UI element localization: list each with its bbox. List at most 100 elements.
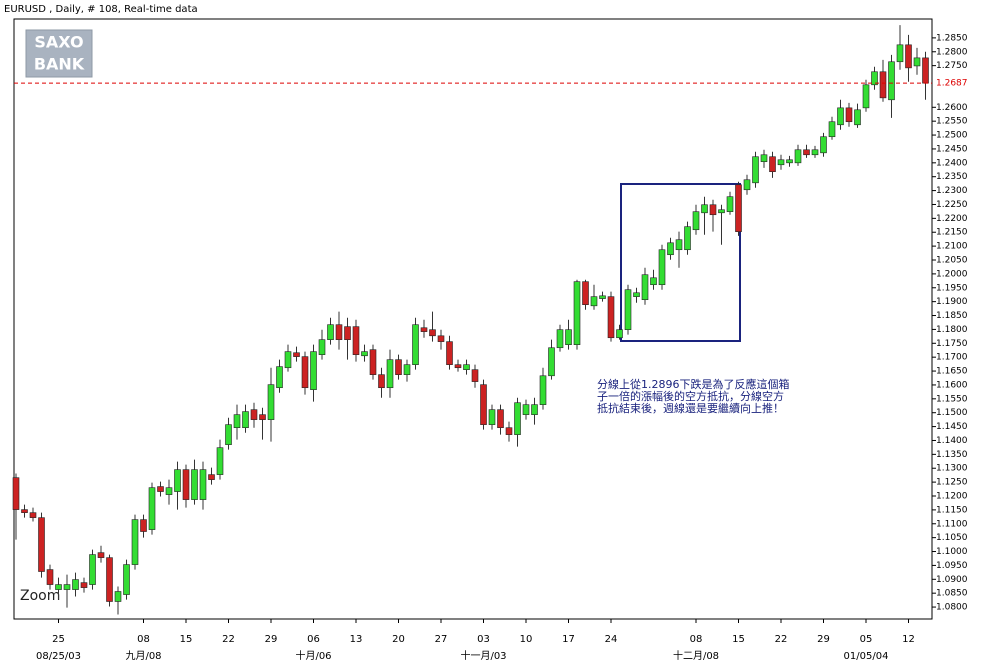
candle-body [888, 61, 895, 101]
y-tick-label: 1.1700 [936, 353, 968, 363]
candle-body [531, 404, 538, 415]
candle-body [429, 329, 436, 337]
y-tick-label: 1.2300 [936, 186, 968, 196]
y-tick-label: 1.2850 [936, 33, 968, 43]
candle-body [650, 277, 657, 286]
candle-body [114, 591, 122, 602]
candle-body [29, 512, 37, 518]
highlight-box [620, 183, 741, 342]
y-tick-label: 1.1150 [936, 505, 968, 515]
candle-body [378, 374, 385, 389]
candle-body [463, 364, 470, 370]
candle-body [760, 154, 768, 163]
candle-body [675, 239, 683, 251]
candle-body [573, 281, 581, 345]
y-tick-label: 1.2250 [936, 200, 968, 210]
candle-body [12, 477, 20, 510]
y-tick-label: 1.0800 [936, 603, 968, 613]
y-tick-label: 1.1200 [936, 492, 968, 502]
logo-box [25, 29, 93, 78]
candle-body [743, 179, 751, 191]
candle-body [820, 136, 827, 154]
candle-body [803, 149, 810, 156]
candle-body [191, 469, 198, 500]
annotation: 抵抗結束後，週線還是要繼續向上推！ [597, 401, 784, 415]
candle-body [174, 469, 181, 492]
y-tick-label: 1.2200 [936, 214, 968, 224]
y-tick-label: 1.1850 [936, 311, 968, 321]
candle-body [539, 375, 547, 405]
candle-body [556, 329, 564, 349]
y-tick-label: 1.1100 [936, 519, 968, 529]
annotation: 子一倍的漲幅後的空方抵抗，分線空方 [597, 389, 784, 403]
logo-text: SAXO [34, 33, 83, 52]
chart-title: EURUSD , Daily, # 108, Real-time data [4, 4, 198, 15]
candle-body [361, 351, 368, 357]
candle-body [684, 226, 691, 251]
candle-body [913, 57, 921, 67]
x-tick-label: 15 [732, 634, 745, 645]
logo-text: BANK [34, 55, 85, 74]
candle-body [250, 409, 258, 420]
candle-body [522, 404, 530, 415]
candle-body [89, 554, 96, 585]
candle-body [488, 409, 496, 425]
x-date-label: 01/05/04 [844, 651, 889, 662]
y-tick-label: 1.1750 [936, 339, 968, 349]
candle-body [106, 557, 113, 602]
candle-body [310, 351, 317, 390]
y-tick-label: 1.2600 [936, 103, 968, 113]
candle-body [828, 121, 836, 138]
candle-body [480, 384, 487, 425]
candle-body [726, 196, 734, 212]
zoom-label: Zoom [20, 588, 60, 604]
candle-body [548, 347, 555, 377]
candle-body [344, 326, 351, 340]
candle-body [412, 324, 419, 365]
candle-body [123, 564, 130, 595]
candle-body [369, 349, 377, 375]
candle-body [199, 469, 207, 500]
candle-body [497, 409, 504, 428]
candle-body [845, 107, 853, 123]
candle-body [905, 44, 912, 69]
candle-body [514, 402, 521, 435]
candle-body [80, 582, 88, 588]
candle-body [471, 369, 479, 382]
x-tick-label: 22 [222, 634, 235, 645]
x-date-label: 十一月/03 [460, 649, 506, 662]
candle-body [862, 84, 870, 109]
candle-body [352, 326, 360, 355]
x-tick-label: 20 [392, 634, 405, 645]
x-tick-label: 17 [562, 634, 575, 645]
candle-body [582, 281, 589, 306]
candle-body [148, 487, 156, 530]
x-tick-label: 12 [902, 634, 915, 645]
y-tick-label: 1.1650 [936, 367, 968, 377]
candle-body [837, 107, 844, 126]
candle-body [403, 364, 411, 375]
annotation: 分線上從1.2896下跌是為了反應這個箱 [597, 377, 790, 391]
candle-body [735, 184, 742, 232]
plot-frame [13, 18, 933, 620]
x-tick-label: 08 [690, 634, 703, 645]
x-date-label: 08/25/03 [36, 651, 81, 662]
y-tick-label: 1.1000 [936, 547, 968, 557]
candle-body [692, 211, 700, 231]
candle-body [437, 335, 445, 342]
candle-body [701, 204, 708, 214]
y-tick-label: 1.1450 [936, 422, 968, 432]
x-tick-label: 15 [180, 634, 193, 645]
x-date-label: 十二月/08 [673, 649, 719, 662]
y-tick-label: 1.2500 [936, 131, 968, 141]
y-tick-label: 1.1300 [936, 464, 968, 474]
y-tick-label: 1.2150 [936, 228, 968, 238]
candle-body [225, 424, 232, 445]
y-tick-label: 1.2550 [936, 117, 968, 127]
y-tick-label: 1.2800 [936, 47, 968, 57]
last-price-label: 1.2687 [936, 79, 968, 89]
candle-body [590, 296, 598, 307]
